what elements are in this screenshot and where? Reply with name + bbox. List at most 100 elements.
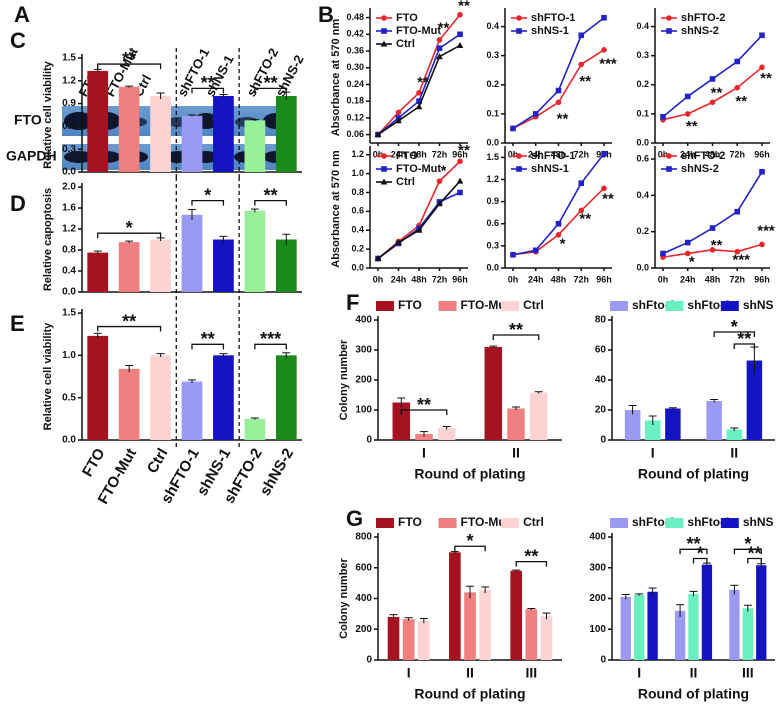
point: [555, 220, 562, 227]
annotation: **: [201, 329, 215, 349]
y-tick-label: 0.1: [636, 108, 649, 118]
bar: [624, 410, 641, 440]
point: [660, 250, 666, 257]
bar: [213, 96, 234, 172]
point: [416, 98, 422, 104]
bar: [510, 570, 523, 660]
y-tick-label: 800: [355, 532, 372, 543]
x-tick-label: 96h: [754, 149, 770, 159]
point: [734, 208, 741, 215]
y-tick-label: 0.4: [351, 225, 364, 235]
y-tick-label: 1.0: [351, 168, 364, 178]
bar: [634, 594, 645, 660]
legend-label: FTO: [398, 298, 422, 312]
annotation: **: [579, 210, 591, 227]
y-tick-label: 0.1: [486, 108, 499, 118]
y-axis-label: Relative cell viability: [42, 322, 54, 430]
y-tick-label: 0.0: [351, 262, 364, 272]
y-axis-label: Colony number: [338, 557, 350, 638]
legend-swatch: [438, 301, 457, 311]
x-tick-label: 24h: [391, 274, 407, 284]
y-tick-label: 200: [589, 593, 606, 604]
y-tick-label: 0.3: [486, 50, 499, 60]
annotation: *: [560, 235, 566, 252]
legend-swatch: [501, 518, 520, 528]
bar: [674, 610, 686, 660]
bar: [118, 242, 140, 292]
point: [436, 53, 443, 60]
x-tick-label: 72h: [729, 274, 745, 284]
annotation: ***: [260, 329, 281, 349]
annotation: **: [509, 320, 523, 340]
bar: [181, 381, 203, 440]
bar: [402, 619, 415, 660]
point: [684, 111, 691, 117]
legend-marker: [381, 28, 387, 34]
point: [734, 248, 741, 255]
panel-letter: B: [318, 2, 334, 27]
legend-marker: [381, 153, 387, 159]
y-tick-label: 0.48: [346, 12, 364, 22]
y-tick-label: 0.3: [486, 240, 499, 250]
legend-label: FTO-Mut: [461, 515, 510, 529]
x-tick-label: I: [407, 665, 411, 681]
point: [734, 84, 741, 91]
bracket: [733, 343, 756, 349]
bracket: [97, 325, 162, 332]
y-tick-label: 0.6: [636, 153, 649, 163]
y-tick-label: 400: [355, 593, 372, 604]
y-tick-label: 0.6: [486, 218, 499, 228]
y-tick-label: 1.5: [62, 308, 76, 319]
x-tick-label: III: [525, 665, 537, 681]
bar: [244, 120, 266, 172]
point: [578, 207, 585, 214]
bar: [437, 428, 456, 440]
point: [759, 168, 765, 175]
y-tick-label: 0.4: [636, 21, 649, 31]
x-tick-label: 0h: [508, 274, 519, 284]
bracket: [692, 557, 708, 564]
legend-label: shNS: [743, 515, 774, 529]
annotation: ***: [599, 55, 617, 72]
annotation: **: [711, 84, 723, 101]
bar: [392, 402, 411, 440]
annotation: **: [122, 311, 136, 331]
point: [684, 250, 691, 257]
legend-label: FTO: [398, 515, 422, 529]
point: [759, 32, 765, 39]
x-tick-label: 96h: [452, 149, 468, 159]
legend-swatch: [665, 518, 684, 528]
legend-marker: [380, 40, 388, 47]
x-tick-label: 48h: [551, 274, 567, 284]
bar: [620, 596, 631, 660]
bar: [449, 552, 461, 660]
panel-letter: C: [10, 28, 26, 53]
x-tick-label: 48h: [705, 274, 721, 284]
y-tick-label: 0.36: [346, 45, 364, 55]
legend-swatch: [720, 301, 739, 311]
bar: [150, 239, 171, 292]
x-axis-label: Round of plating: [638, 686, 749, 702]
bar: [484, 347, 503, 440]
annotation: **: [524, 546, 538, 566]
legend-label: shFTO-1: [531, 12, 575, 24]
annotation: *: [731, 317, 738, 337]
bracket: [515, 560, 548, 567]
legend-marker: [516, 153, 522, 159]
panel-letter: F: [346, 290, 359, 315]
annotation: **: [579, 73, 591, 90]
y-tick-label: 20: [595, 405, 607, 416]
bar: [701, 564, 713, 660]
y-axis-label: Colony number: [338, 339, 350, 420]
legend-label: shFTO-2: [681, 12, 725, 24]
x-tick-label: II: [690, 665, 698, 681]
bar: [213, 355, 234, 440]
bracket: [97, 63, 162, 70]
bar: [529, 392, 548, 440]
point: [457, 31, 463, 38]
legend-swatch: [501, 301, 520, 311]
y-tick-label: 1.0: [62, 350, 76, 361]
bar: [387, 616, 400, 660]
point: [374, 255, 382, 262]
y-tick-label: 600: [355, 562, 372, 573]
